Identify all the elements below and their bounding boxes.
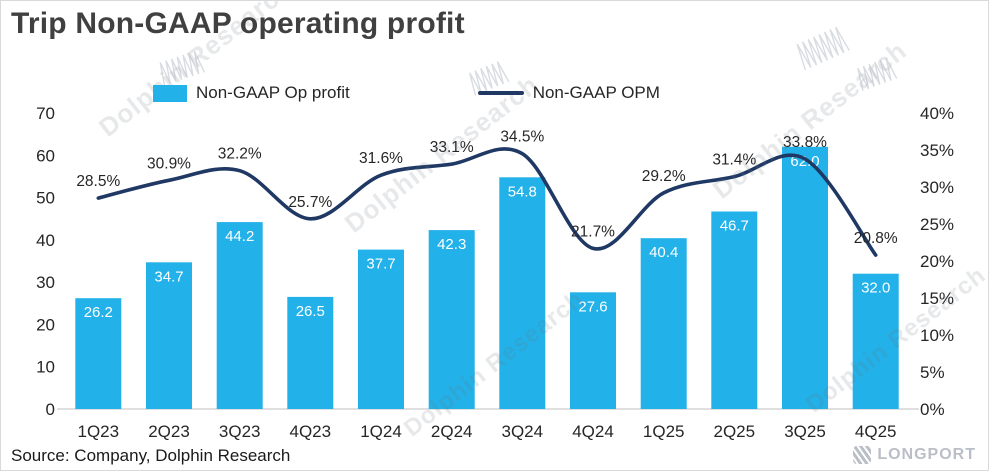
- x-axis-label: 3Q23: [219, 422, 261, 441]
- bar-value-label: 54.8: [508, 183, 537, 200]
- opm-value-label: 30.9%: [147, 155, 191, 172]
- bar-value-label: 34.7: [154, 268, 183, 285]
- y-axis-tick-label-right: 10%: [920, 326, 954, 345]
- bar: [146, 262, 192, 409]
- longport-logo-icon: [853, 446, 872, 464]
- opm-value-label: 25.7%: [288, 194, 332, 211]
- y-axis-tick-label-left: 30: [36, 273, 55, 292]
- bar-value-label: 42.3: [437, 236, 466, 253]
- x-axis-label: 3Q25: [784, 422, 826, 441]
- bar-value-label: 40.4: [649, 244, 678, 261]
- bar: [570, 292, 616, 409]
- x-axis-label: 4Q25: [855, 422, 897, 441]
- opm-value-label: 21.7%: [571, 223, 615, 240]
- y-axis-tick-label-right: 30%: [920, 178, 954, 197]
- chart-title: Trip Non-GAAP operating profit: [11, 7, 465, 40]
- bar: [358, 249, 404, 409]
- bar: [287, 296, 334, 409]
- opm-value-label: 34.5%: [500, 129, 544, 146]
- x-axis-label: 4Q23: [290, 422, 332, 441]
- y-axis-tick-label-left: 50: [36, 189, 55, 208]
- y-axis-tick-label-left: 40: [36, 231, 55, 250]
- y-axis-tick-label-right: 5%: [920, 363, 945, 382]
- bar-value-label: 27.6: [578, 298, 607, 315]
- y-axis-tick-label-left: 0: [46, 400, 55, 419]
- y-axis-tick-label-right: 0%: [920, 400, 945, 419]
- bar: [711, 211, 758, 409]
- bar-value-label: 32.0: [861, 280, 890, 297]
- bar-value-label: 46.7: [720, 218, 749, 235]
- y-axis-tick-label-right: 25%: [920, 215, 954, 234]
- bar: [75, 298, 122, 409]
- line-swatch-icon: [477, 91, 524, 95]
- brand-logo: LONGPORT: [853, 446, 976, 464]
- bar-value-label: 26.5: [296, 303, 325, 320]
- y-axis-tick-label-left: 70: [36, 104, 55, 123]
- x-axis-label: 3Q24: [502, 422, 544, 441]
- x-axis-label: 1Q24: [360, 422, 402, 441]
- y-axis-tick-label-left: 60: [36, 146, 55, 165]
- bar-value-label: 37.7: [366, 256, 395, 273]
- legend-label-opm: Non-GAAP OPM: [532, 83, 660, 102]
- y-axis-tick-label-right: 15%: [920, 289, 954, 308]
- bar: [428, 230, 475, 409]
- opm-value-label: 32.2%: [218, 146, 262, 163]
- opm-value-label: 28.5%: [76, 173, 120, 190]
- bar-swatch-icon: [153, 84, 187, 102]
- source-note: Source: Company, Dolphin Research: [11, 446, 291, 465]
- opm-line: [96, 147, 878, 257]
- y-axis-tick-label-left: 20: [36, 315, 55, 334]
- x-axis-label: 2Q24: [431, 422, 473, 441]
- x-axis-label: 2Q25: [714, 422, 756, 441]
- bar: [499, 177, 546, 409]
- legend-label-op-profit: Non-GAAP Op profit: [196, 83, 350, 102]
- opm-value-label: 20.8%: [854, 230, 898, 247]
- bar: [782, 146, 828, 410]
- opm-value-label: 31.6%: [359, 150, 403, 167]
- x-axis-label: 1Q25: [643, 422, 685, 441]
- y-axis-tick-label-left: 10: [36, 358, 55, 377]
- bar-value-label: 44.2: [225, 228, 254, 245]
- y-axis-tick-label-right: 35%: [920, 141, 954, 160]
- opm-value-label: 33.8%: [783, 134, 827, 151]
- brand-name: LONGPORT: [877, 446, 976, 463]
- y-axis-tick-label-right: 40%: [920, 104, 954, 123]
- bar: [640, 238, 687, 409]
- legend: Non-GAAP Op profit Non-GAAP OPM: [153, 83, 660, 103]
- bar: [216, 222, 263, 409]
- legend-item-op-profit: Non-GAAP Op profit: [153, 83, 350, 103]
- y-axis-tick-label-right: 20%: [920, 252, 954, 271]
- opm-value-label: 29.2%: [642, 168, 686, 185]
- x-axis-label: 2Q23: [148, 422, 190, 441]
- opm-value-label: 33.1%: [430, 139, 474, 156]
- opm-value-label: 31.4%: [712, 152, 756, 169]
- x-axis-label: 1Q23: [78, 422, 120, 441]
- x-axis-label: 4Q24: [572, 422, 614, 441]
- bar-value-label: 26.2: [84, 304, 113, 321]
- bar: [852, 273, 899, 409]
- legend-item-opm: Non-GAAP OPM: [477, 83, 660, 103]
